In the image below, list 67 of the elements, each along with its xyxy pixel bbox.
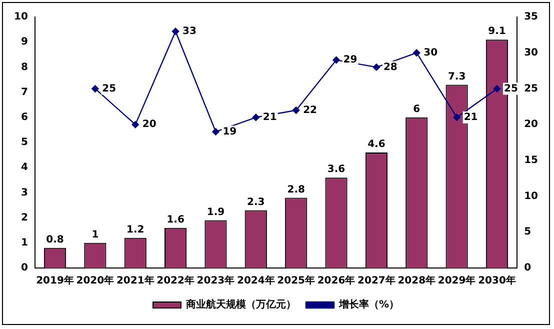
- legend-label: 商业航天规模（万亿元）: [184, 298, 296, 311]
- point: [212, 128, 220, 136]
- y-tick-label: 8: [20, 62, 28, 73]
- data-label: 7.3: [448, 71, 466, 82]
- x-tick-label: 2029年: [438, 274, 476, 287]
- data-label: 0.8: [46, 234, 64, 246]
- y-tick-label: 6: [20, 112, 28, 123]
- data-label: 9.1: [488, 26, 506, 38]
- x-tick-label: 2024年: [236, 274, 275, 287]
- point: [292, 106, 300, 114]
- data-label: 6: [413, 104, 420, 115]
- y2-tick-label: 10: [524, 190, 538, 202]
- y2-tick-label: 35: [524, 12, 538, 23]
- point: [332, 56, 340, 64]
- data-label: 19: [222, 126, 237, 138]
- data-label: 28: [383, 62, 398, 73]
- point: [172, 28, 180, 35]
- y2-tick-label: 0: [524, 262, 532, 274]
- x-tick-label: 2021年: [116, 274, 154, 287]
- data-label: 4.6: [368, 139, 386, 150]
- point: [453, 114, 460, 121]
- point: [92, 85, 99, 92]
- data-label: 1.6: [166, 214, 184, 226]
- y-tick-label: 3: [20, 187, 28, 198]
- data-label: 25: [102, 83, 116, 94]
- y-tick-label: 9: [20, 36, 28, 48]
- data-label: 21: [262, 112, 277, 123]
- data-label: 33: [182, 26, 197, 37]
- x-tick-label: 2026年: [317, 274, 356, 287]
- y-tick-label: 4: [20, 162, 28, 174]
- data-label: 2.3: [247, 196, 265, 208]
- y2-tick-label: 5: [524, 226, 532, 238]
- data-label: 21: [464, 112, 478, 123]
- x-tick-label: 2025年: [277, 274, 316, 287]
- y-tick-label: 10: [14, 12, 28, 23]
- data-label: 25: [504, 83, 518, 94]
- y2-tick-label: 30: [524, 47, 538, 58]
- x-tick-label: 2027年: [358, 274, 396, 287]
- data-label: 29: [343, 54, 358, 66]
- point: [372, 64, 380, 71]
- point: [252, 114, 260, 121]
- y-tick-label: 1: [20, 237, 28, 248]
- x-tick-label: 2028年: [398, 274, 436, 287]
- y2-tick-label: 25: [524, 83, 538, 94]
- data-label: 22: [303, 104, 318, 116]
- data-label: 2.8: [287, 184, 305, 196]
- y-tick-label: 0: [20, 262, 28, 274]
- data-label: 30: [424, 47, 438, 58]
- x-tick-label: 2030年: [478, 274, 516, 287]
- y2-tick-label: 15: [524, 155, 538, 166]
- x-tick-label: 2020年: [76, 274, 114, 287]
- x-tick-label: 2023年: [196, 274, 235, 287]
- legend-label: 增长率（%）: [338, 298, 400, 311]
- point: [413, 49, 420, 56]
- y-tick-label: 2: [20, 212, 28, 224]
- x-tick-label: 2019年: [36, 274, 74, 287]
- data-label: 20: [142, 119, 156, 130]
- y-tick-label: 7: [20, 86, 28, 98]
- y2-tick-label: 20: [524, 119, 538, 130]
- data-label: 1.2: [126, 224, 144, 236]
- data-label: 3.6: [327, 164, 346, 176]
- data-label: 1.9: [206, 206, 225, 218]
- data-label: 1: [92, 229, 99, 240]
- x-tick-label: 2022年: [156, 274, 194, 287]
- point: [132, 120, 139, 128]
- point: [493, 85, 501, 92]
- y-tick-label: 5: [20, 137, 28, 148]
